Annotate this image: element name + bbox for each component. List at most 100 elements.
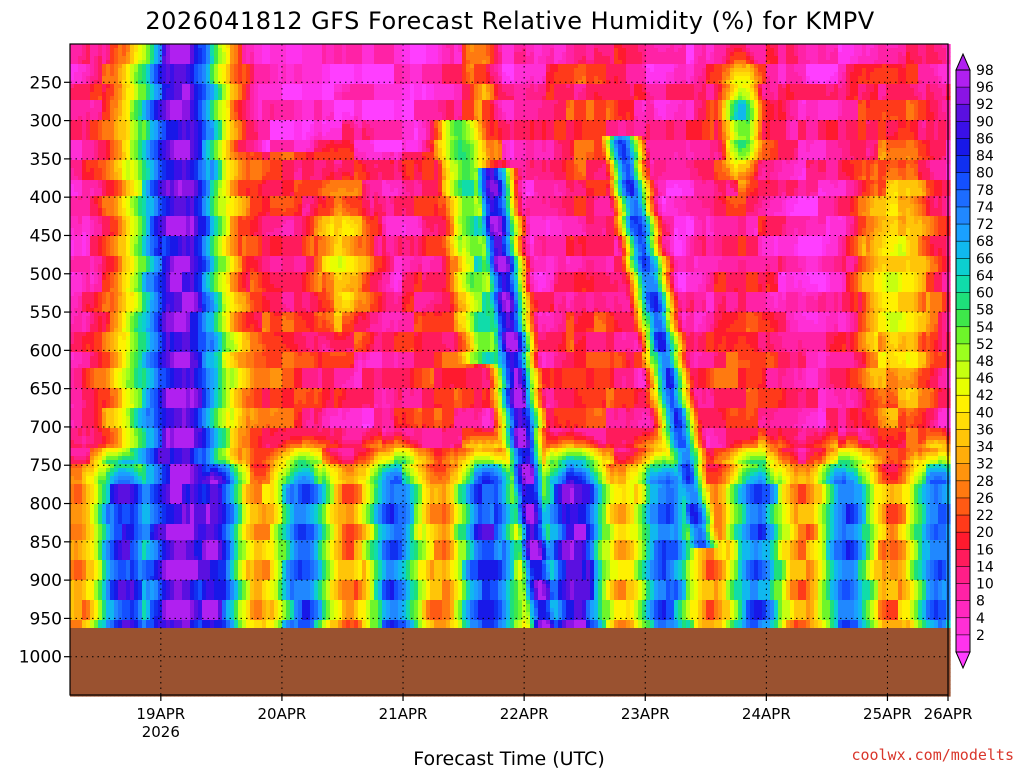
rh-cell [82, 352, 87, 357]
rh-cell [98, 428, 103, 433]
rh-cell [86, 44, 91, 49]
rh-cell [94, 340, 99, 345]
rh-cell [86, 92, 91, 97]
rh-cell [86, 228, 91, 233]
rh-cell [90, 112, 95, 117]
rh-cell [94, 596, 99, 601]
rh-cell [78, 516, 83, 521]
rh-cell [78, 284, 83, 289]
rh-cell [86, 448, 91, 453]
rh-cell [82, 332, 87, 337]
rh-cell [90, 92, 95, 97]
rh-cell [94, 380, 99, 385]
rh-cell [86, 140, 91, 145]
rh-cell [98, 328, 103, 333]
rh-cell [82, 328, 87, 333]
rh-cell [74, 76, 79, 81]
rh-cell [86, 460, 91, 465]
rh-cell [70, 364, 75, 369]
rh-cell [82, 388, 87, 393]
rh-cell [94, 136, 99, 141]
rh-cell [86, 152, 91, 157]
rh-cell [98, 528, 103, 533]
rh-cell [82, 472, 87, 477]
rh-cell [102, 264, 107, 269]
rh-cell [70, 220, 75, 225]
rh-cell [82, 236, 87, 241]
rh-cell [78, 212, 83, 217]
rh-cell [94, 516, 99, 521]
rh-cell [82, 84, 87, 89]
rh-cell [90, 548, 95, 553]
rh-cell [98, 216, 103, 221]
rh-cell [102, 48, 107, 53]
rh-cell [78, 44, 83, 49]
rh-cell [98, 600, 103, 605]
rh-cell [94, 164, 99, 169]
rh-cell [102, 212, 107, 217]
rh-cell [82, 72, 87, 77]
rh-cell [94, 216, 99, 221]
rh-cell [102, 324, 107, 329]
rh-cell [74, 140, 79, 145]
rh-cell [94, 184, 99, 189]
rh-cell [102, 112, 107, 117]
rh-cell [82, 536, 87, 541]
rh-cell [70, 52, 75, 57]
rh-cell [70, 92, 75, 97]
rh-cell [102, 184, 107, 189]
rh-cell [90, 44, 95, 49]
rh-cell [98, 504, 103, 509]
rh-cell [74, 328, 79, 333]
rh-cell [90, 244, 95, 249]
rh-cell [70, 352, 75, 357]
rh-cell [74, 216, 79, 221]
rh-cell [86, 268, 91, 273]
rh-cell [70, 128, 75, 133]
rh-cell [78, 216, 83, 221]
rh-cell [70, 400, 75, 405]
rh-cell [78, 444, 83, 449]
rh-cell [102, 96, 107, 101]
rh-cell [86, 432, 91, 437]
rh-cell [98, 280, 103, 285]
rh-cell [94, 624, 99, 629]
rh-cell [78, 268, 83, 273]
rh-cell [82, 416, 87, 421]
rh-cell [86, 148, 91, 153]
rh-cell [70, 528, 75, 533]
rh-cell [78, 332, 83, 337]
rh-cell [74, 600, 79, 605]
rh-cell [102, 360, 107, 365]
rh-cell [74, 548, 79, 553]
rh-cell [98, 300, 103, 305]
rh-cell [74, 512, 79, 517]
rh-cell [102, 152, 107, 157]
rh-cell [82, 176, 87, 181]
rh-cell [86, 264, 91, 269]
rh-cell [78, 436, 83, 441]
rh-cell [82, 496, 87, 501]
rh-cell [82, 344, 87, 349]
rh-cell [98, 524, 103, 529]
rh-cell [70, 164, 75, 169]
rh-cell [90, 600, 95, 605]
rh-cell [86, 352, 91, 357]
rh-cell [90, 552, 95, 557]
rh-cell [90, 420, 95, 425]
rh-cell [90, 304, 95, 309]
rh-cell [78, 204, 83, 209]
rh-cell [86, 136, 91, 141]
rh-cell [70, 472, 75, 477]
rh-cell [82, 208, 87, 213]
rh-cell [94, 552, 99, 557]
rh-cell [82, 44, 87, 49]
rh-cell [86, 456, 91, 461]
rh-cell [94, 236, 99, 241]
rh-cell [70, 244, 75, 249]
rh-cell [94, 260, 99, 265]
rh-cell [78, 380, 83, 385]
rh-cell [86, 156, 91, 161]
rh-cell [86, 276, 91, 281]
rh-cell [74, 192, 79, 197]
